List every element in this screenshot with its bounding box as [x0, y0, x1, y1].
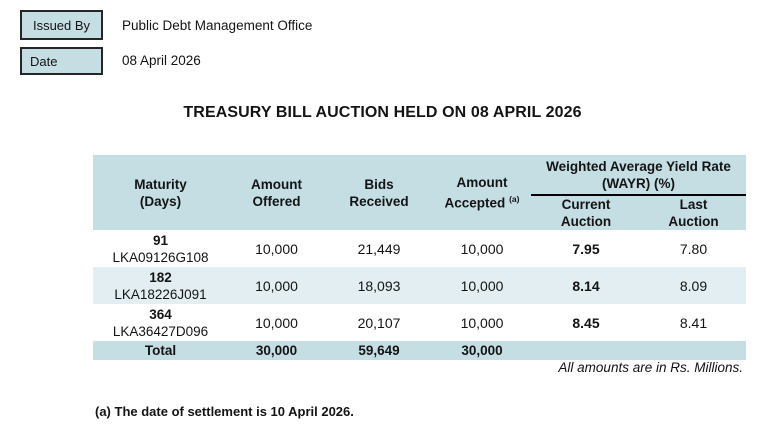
issued-by-value: Public Debt Management Office [122, 18, 313, 33]
auction-results-table: Maturity (Days) Amount Offered Bids Rece… [93, 155, 746, 360]
footnote-marker: (a) [509, 193, 520, 204]
table-row-364-day: 364 LKA36427D096 10,000 20,107 10,000 8.… [93, 304, 746, 341]
wayr-current-cell: 8.14 [531, 267, 641, 304]
column-header-current-auction: Current Auction [531, 195, 641, 230]
column-group-header-wayr: Weighted Average Yield Rate (WAYR) (%) [531, 155, 746, 196]
column-header-amount-offered: Amount Offered [228, 155, 325, 230]
wayr-last-cell: 8.41 [679, 314, 708, 331]
amount-accepted-cell: 10,000 [460, 314, 504, 331]
maturity-days: 182 [149, 269, 172, 285]
date-box: Date [20, 47, 103, 75]
column-header-bids-received: Bids Received [325, 155, 433, 230]
isin-code: LKA36427D096 [112, 323, 209, 339]
maturity-days: 91 [152, 232, 169, 248]
wayr-current-cell: 7.95 [572, 240, 600, 257]
maturity-days: 364 [149, 306, 172, 322]
amount-offered-cell: 10,000 [228, 267, 325, 304]
amount-offered-cell: 10,000 [255, 314, 298, 331]
total-amount-offered-cell: 30,000 [228, 341, 325, 360]
amount-accepted-cell: 10,000 [433, 267, 531, 304]
table-row-182-day: 182 LKA18226J091 10,000 18,093 10,000 8.… [93, 267, 746, 304]
bids-received-cell: 20,107 [357, 314, 401, 331]
isin-code: LKA18226J091 [114, 286, 207, 302]
date-value: 08 April 2026 [122, 53, 201, 68]
isin-code: LKA09126G108 [112, 249, 209, 265]
wayr-current-cell: 8.45 [572, 314, 600, 331]
column-header-amount-accepted: Amount Accepted (a) [433, 155, 531, 230]
amount-accepted-cell: 10,000 [460, 240, 504, 257]
maturity-cell: 364 LKA36427D096 [93, 304, 228, 341]
amounts-unit-note: All amounts are in Rs. Millions. [558, 360, 743, 375]
total-wayr-last-cell [641, 341, 746, 360]
maturity-cell: 182 LKA18226J091 [93, 267, 228, 304]
maturity-cell: 91 LKA09126G108 [93, 230, 228, 267]
bids-received-cell: 21,449 [357, 240, 401, 257]
page-title: TREASURY BILL AUCTION HELD ON 08 APRIL 2… [183, 104, 582, 121]
bids-received-cell: 18,093 [325, 267, 433, 304]
column-header-last-auction: Last Auction [641, 195, 746, 230]
table-row-91-day: 91 LKA09126G108 10,000 21,449 10,000 7.9… [93, 230, 746, 267]
wayr-last-cell: 8.09 [641, 267, 746, 304]
table-row-total: Total 30,000 59,649 30,000 [93, 341, 746, 360]
total-wayr-current-cell [531, 341, 641, 360]
issued-by-label: Issued By [32, 17, 91, 33]
wayr-last-cell: 7.80 [679, 240, 708, 257]
settlement-date-footnote: (a) The date of settlement is 10 April 2… [95, 404, 354, 419]
amount-offered-cell: 10,000 [255, 240, 298, 257]
date-label: Date [30, 53, 58, 69]
issued-by-box: Issued By [20, 10, 103, 40]
column-header-maturity: Maturity (Days) [93, 155, 228, 230]
total-bids-received-cell: 59,649 [325, 341, 433, 360]
total-amount-accepted-cell: 30,000 [433, 341, 531, 360]
total-label-cell: Total [93, 341, 228, 360]
